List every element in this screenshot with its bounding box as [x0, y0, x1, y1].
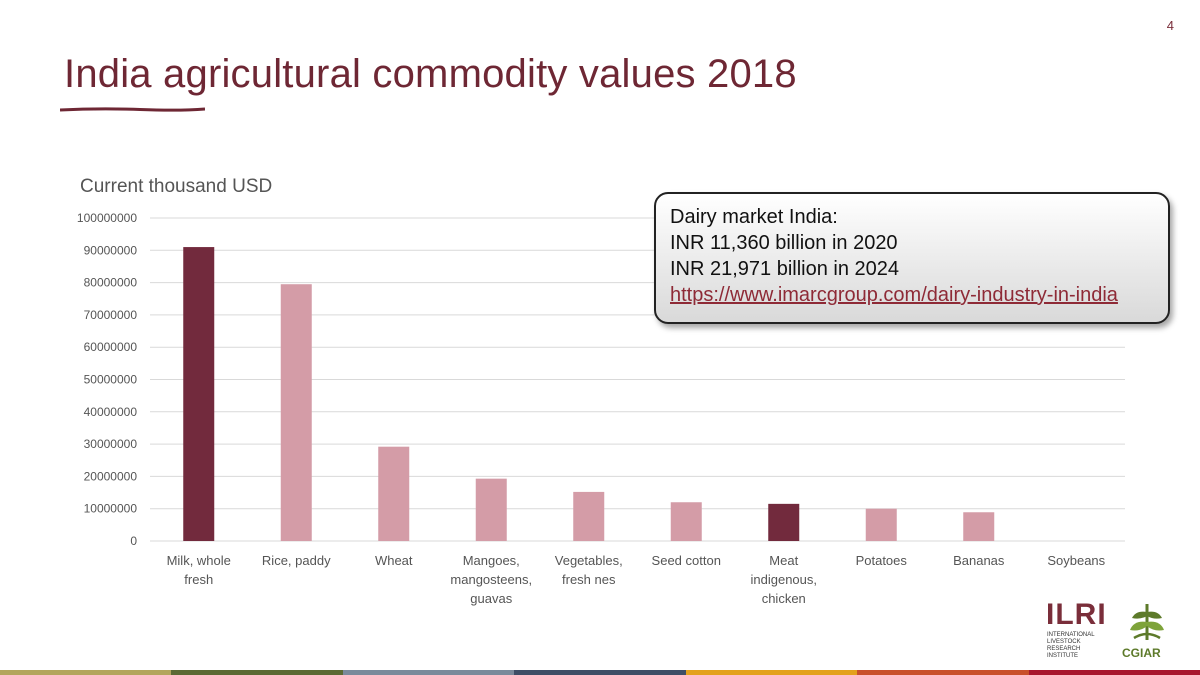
ilri-logo-subtitle: INTERNATIONAL LIVESTOCK RESEARCH INSTITU… [1047, 632, 1095, 659]
y-tick-label: 90000000 [84, 243, 138, 257]
chart-bars [183, 247, 995, 541]
callout-line-3: INR 21,971 billion in 2024 [670, 258, 900, 280]
title-underline [60, 107, 205, 112]
bottom-bar-segment [685, 670, 858, 675]
dairy-market-callout: Dairy market India: INR 11,360 billion i… [654, 192, 1170, 324]
x-tick-label: Mangoes, mangosteens, guavas [450, 553, 532, 606]
x-tick-label: Vegetables, fresh nes [555, 553, 623, 587]
bottom-bar-segment [342, 670, 515, 675]
bar [865, 508, 897, 541]
bar [475, 478, 507, 541]
x-tick-label: Potatoes [856, 553, 908, 568]
bar [280, 284, 312, 541]
x-tick-label: Milk, whole fresh [167, 553, 231, 587]
x-tick-label: Rice, paddy [262, 553, 331, 568]
y-tick-label: 20000000 [84, 469, 138, 483]
y-tick-label: 80000000 [84, 276, 138, 290]
x-tick-label: Soybeans [1047, 553, 1105, 568]
bottom-bar-segment [1028, 670, 1200, 675]
y-tick-label: 100000000 [77, 211, 137, 225]
y-tick-label: 40000000 [84, 405, 138, 419]
bottom-bar-segment [857, 670, 1029, 675]
cgiar-logo-text: CGIAR [1122, 646, 1161, 660]
x-tick-label: Wheat [375, 553, 413, 568]
bar [378, 446, 410, 541]
cgiar-leaf-icon [1130, 604, 1164, 640]
partner-logos: ILRI INTERNATIONAL LIVESTOCK RESEARCH IN… [1046, 598, 1186, 668]
y-axis-ticks: 0 10000000 20000000 30000000 40000000 5000000… [77, 211, 137, 548]
y-tick-label: 50000000 [84, 373, 138, 387]
callout-line-2: INR 11,360 billion in 2020 [670, 232, 898, 254]
x-tick-label: Meat indigenous, chicken [751, 553, 818, 606]
y-tick-label: 60000000 [84, 340, 138, 354]
chart-subtitle: Current thousand USD [80, 176, 273, 197]
y-tick-label: 0 [130, 534, 137, 548]
y-tick-label: 70000000 [84, 308, 138, 322]
bar [670, 502, 702, 541]
slide-title: India agricultural commodity values 2018 [64, 52, 797, 96]
y-tick-label: 10000000 [84, 502, 138, 516]
bar [183, 247, 215, 541]
ilri-logo: ILRI [1046, 598, 1107, 631]
x-tick-label: Bananas [953, 553, 1005, 568]
bar [573, 491, 605, 541]
bottom-bar-segment [171, 670, 343, 675]
bottom-bar-segment [0, 670, 172, 675]
bar [768, 503, 800, 541]
bottom-bar-segment [514, 670, 686, 675]
y-tick-label: 30000000 [84, 437, 138, 451]
x-tick-label: Seed cotton [652, 553, 721, 568]
callout-link[interactable]: https://www.imarcgroup.com/dairy-industr… [670, 284, 1118, 306]
bottom-color-bar [0, 670, 1200, 675]
page-number: 4 [1166, 18, 1174, 33]
callout-line-1: Dairy market India: [670, 206, 838, 228]
bar [963, 512, 995, 541]
x-axis-labels: Milk, whole fresh Rice, paddy Wheat Mangoes,… [167, 553, 1106, 606]
